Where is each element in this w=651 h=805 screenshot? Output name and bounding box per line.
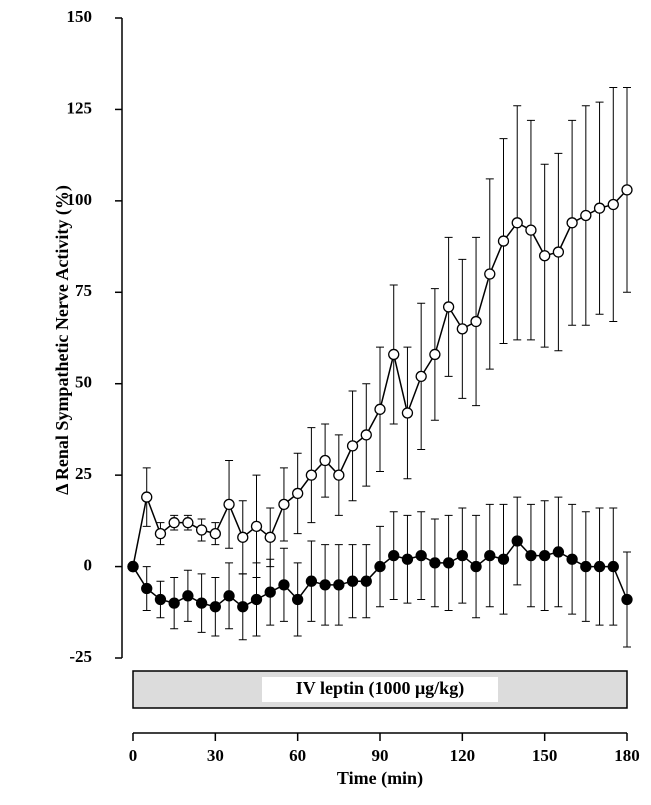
data-point: [237, 601, 249, 613]
data-point: [195, 597, 208, 609]
data-point: [237, 531, 249, 543]
x-tick-label: 90: [372, 746, 389, 765]
data-point: [250, 520, 263, 532]
data-point: [346, 440, 359, 452]
data-point: [497, 553, 510, 565]
data-point: [319, 579, 331, 591]
x-tick-label: 0: [129, 746, 138, 765]
data-point: [456, 323, 468, 335]
data-point: [566, 553, 578, 565]
data-point: [429, 348, 441, 361]
data-point: [429, 557, 441, 569]
data-point: [305, 469, 318, 481]
label-background: [262, 677, 498, 702]
y-tick-label: 75: [75, 281, 92, 300]
data-point: [127, 560, 139, 573]
data-point: [374, 560, 386, 573]
x-tick-label: 120: [450, 746, 476, 765]
data-point: [525, 549, 537, 562]
data-point: [621, 184, 633, 196]
data-point: [580, 209, 592, 222]
data-point: [278, 498, 290, 511]
data-point: [346, 575, 359, 587]
y-tick-label: 25: [75, 464, 92, 483]
y-tick-label: 125: [67, 98, 93, 117]
data-point: [552, 246, 565, 258]
y-tick-label: 100: [67, 190, 93, 209]
data-point: [154, 593, 167, 606]
x-tick-label: 180: [614, 746, 640, 765]
data-point: [442, 557, 455, 569]
data-point: [415, 370, 427, 383]
y-tick-label: 150: [67, 7, 93, 26]
data-point: [470, 315, 482, 328]
x-tick-label: 60: [289, 746, 306, 765]
data-point: [621, 593, 633, 606]
data-point: [360, 575, 372, 587]
data-point: [305, 575, 318, 587]
data-point: [401, 553, 414, 565]
data-point: [580, 560, 592, 573]
data-point: [388, 549, 400, 562]
data-point: [442, 301, 455, 313]
data-point: [223, 590, 235, 602]
data-point: [154, 528, 167, 540]
y-tick-label: 50: [75, 373, 92, 392]
data-point: [333, 469, 345, 481]
data-point: [333, 579, 345, 591]
data-point: [360, 429, 372, 441]
data-point: [388, 348, 400, 361]
data-point: [415, 549, 427, 562]
data-point: [484, 549, 496, 562]
data-point: [168, 517, 180, 529]
data-point: [250, 593, 263, 606]
data-point: [141, 491, 153, 503]
data-point: [470, 560, 482, 573]
data-point: [292, 487, 304, 500]
data-point: [195, 524, 208, 536]
data-point: [593, 560, 606, 573]
data-point: [209, 528, 221, 540]
data-point: [319, 454, 331, 467]
data-point: [511, 535, 523, 547]
data-point: [264, 586, 276, 598]
data-point: [278, 579, 290, 591]
data-point: [209, 601, 221, 613]
x-axis-title: Time (min): [337, 768, 423, 789]
data-point: [552, 546, 565, 558]
data-point: [264, 531, 276, 543]
data-point: [539, 549, 551, 562]
data-point: [593, 202, 606, 214]
data-point: [539, 250, 551, 262]
data-point: [484, 268, 496, 280]
data-point: [223, 498, 235, 511]
data-point: [607, 198, 619, 211]
data-point: [456, 549, 468, 562]
x-tick-label: 30: [207, 746, 224, 765]
data-point: [182, 517, 194, 529]
data-point: [401, 407, 414, 419]
data-point: [525, 224, 537, 236]
data-point: [566, 217, 578, 229]
data-point: [141, 582, 153, 595]
data-point: [607, 560, 619, 573]
data-point: [374, 403, 386, 415]
data-point: [497, 235, 510, 247]
data-point: [292, 593, 304, 606]
data-point: [511, 217, 523, 229]
data-point: [182, 590, 194, 602]
data-point: [168, 597, 180, 609]
y-tick-label: 0: [84, 555, 93, 574]
y-tick-label: -25: [69, 647, 92, 666]
treatment-label: IV leptin (1000 μg/kg): [296, 678, 464, 699]
x-tick-label: 150: [532, 746, 558, 765]
y-axis-title: Δ Renal Sympathetic Nerve Activity (%): [52, 185, 73, 495]
